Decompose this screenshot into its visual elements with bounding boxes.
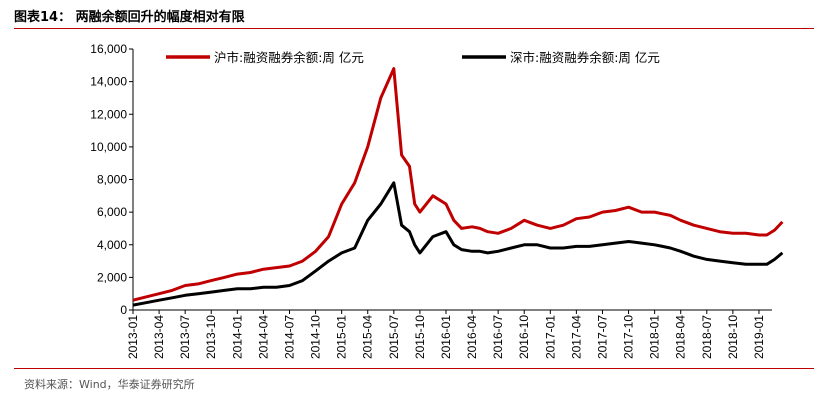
top-rule (14, 28, 814, 29)
x-tick-label: 2016-07 (491, 315, 505, 359)
plot-area: 0 2,000 4,000 6,000 8,000 10,000 12,000 14,000 1… (90, 42, 784, 359)
x-tick-label: 2017-07 (595, 315, 609, 359)
x-tick-label: 2017-01 (543, 315, 557, 359)
series-line-shanghai (132, 67, 784, 302)
x-tick-label: 2013-04 (152, 315, 166, 359)
y-tick-label: 4,000 (97, 238, 127, 252)
x-tick-label: 2015-07 (387, 315, 401, 359)
x-tick-label: 2018-01 (648, 315, 662, 359)
x-tick-label: 2015-04 (361, 315, 375, 359)
x-tick-label: 2017-04 (569, 315, 583, 359)
x-tick-label: 2014-04 (256, 315, 270, 359)
x-tick-label: 2019-01 (752, 315, 766, 359)
y-tick-label: 12,000 (90, 107, 127, 121)
x-tick-label: 2018-07 (700, 315, 714, 359)
y-tick-label: 10,000 (90, 140, 127, 154)
x-tick-label: 2013-10 (204, 315, 218, 359)
y-tick-label: 8,000 (97, 173, 127, 187)
y-tick-label: 2,000 (97, 270, 127, 284)
x-tick-label: 2016-04 (465, 315, 479, 359)
x-tick-label: 2016-10 (517, 315, 531, 359)
x-tick-label: 2013-01 (126, 315, 140, 359)
x-tick-label: 2015-01 (335, 315, 349, 359)
figure-title: 图表14： 两融余额回升的幅度相对有限 (14, 10, 245, 25)
y-tick-label: 0 (120, 303, 127, 317)
y-tick-label: 16,000 (90, 42, 127, 56)
x-tick-label: 2016-01 (439, 315, 453, 359)
y-tick-label: 14,000 (90, 75, 127, 89)
x-tick-label: 2014-10 (309, 315, 323, 359)
x-tick-label: 2014-07 (282, 315, 296, 359)
legend-label: 深市:融资融券余额:周 亿元 (510, 50, 660, 65)
x-tick-label: 2018-10 (726, 315, 740, 359)
legend-label: 沪市:融资融券余额:周 亿元 (214, 50, 364, 65)
x-tick-label: 2014-01 (230, 315, 244, 359)
source-note: 资料来源：Wind，华泰证券研究所 (24, 378, 195, 391)
x-tick-label: 2013-07 (178, 315, 192, 359)
x-tick-label: 2017-10 (622, 315, 636, 359)
x-tick-label: 2015-10 (413, 315, 427, 359)
series-line-shenzhen (132, 181, 784, 307)
bottom-rule (14, 368, 814, 369)
y-tick-label: 6,000 (97, 205, 127, 219)
x-tick-label: 2018-04 (674, 315, 688, 359)
